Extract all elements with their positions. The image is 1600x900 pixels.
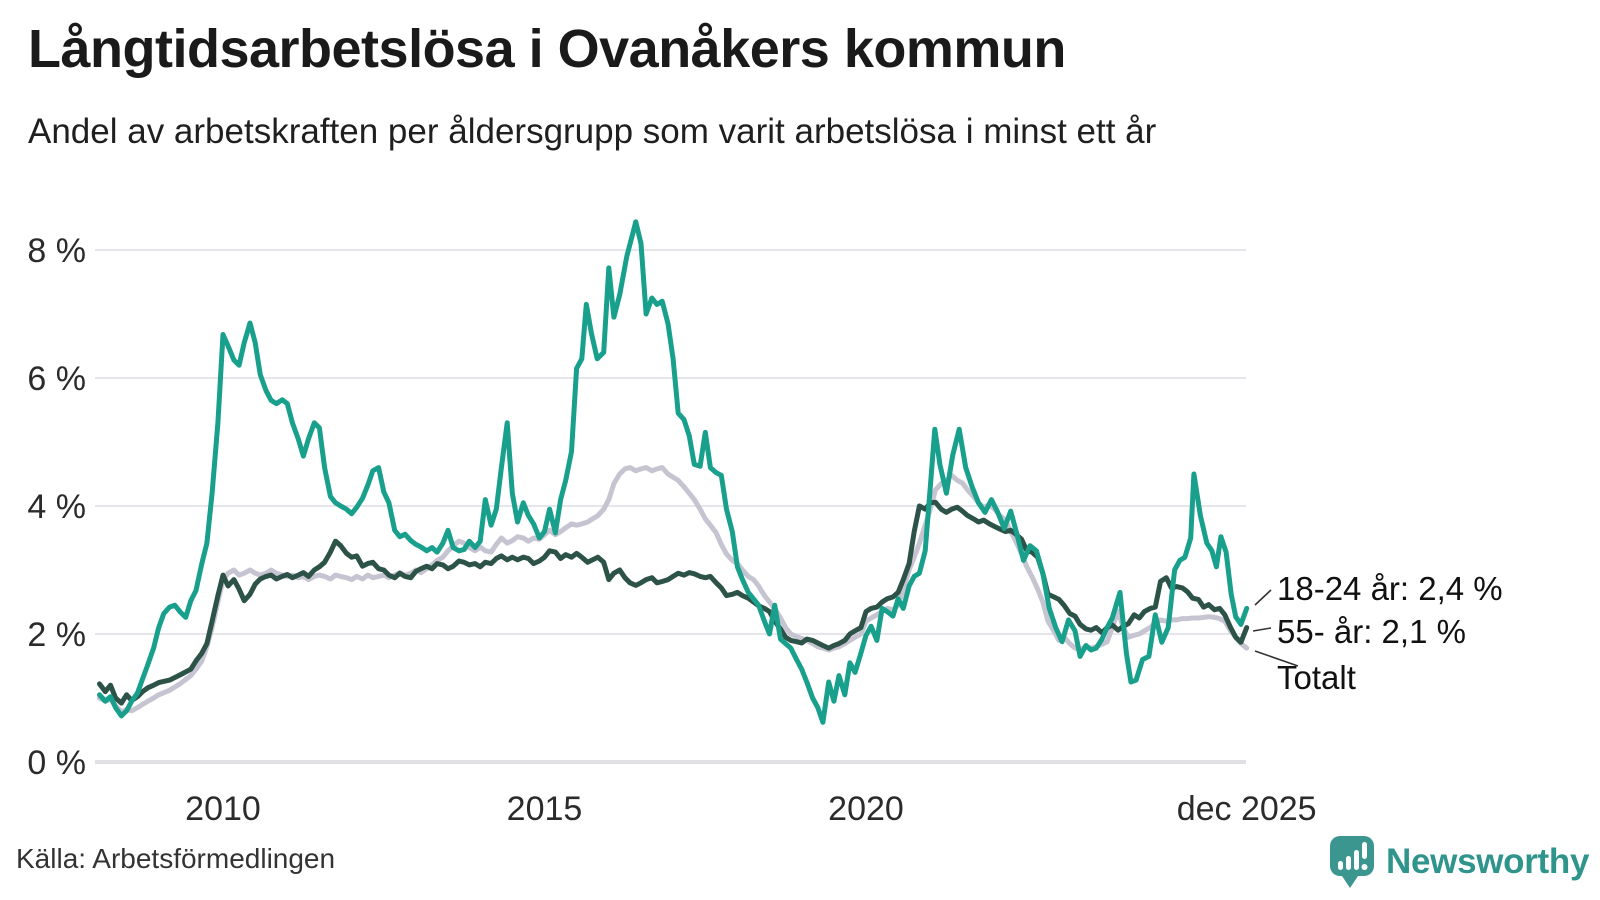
series-line-55-r: [97, 499, 1250, 706]
bar-3: [1354, 850, 1359, 870]
bar-1: [1338, 861, 1343, 870]
axis-labels: 0 % 2 % 4 % 6 % 8 % 2010 2015 2020 dec 2025: [27, 232, 1316, 828]
bar-2: [1346, 856, 1351, 870]
exclamation-dot: [1361, 864, 1368, 870]
y-tick-label: 2 %: [27, 616, 86, 654]
series-end-label-18-24: 18-24 år: 2,4 %: [1277, 570, 1503, 607]
leader-lines: [1252, 589, 1299, 667]
leader-line-totalt: [1254, 650, 1299, 667]
y-tick-label: 8 %: [27, 232, 86, 270]
series-lines: [97, 219, 1250, 725]
x-tick-label: 2015: [507, 790, 583, 828]
series-line-18-24-r: [97, 219, 1250, 725]
leader-line-18-24: [1254, 589, 1272, 606]
y-tick-label: 0 %: [27, 744, 86, 782]
newsworthy-wordmark: Newsworthy: [1386, 842, 1590, 881]
gridlines: [95, 249, 1246, 764]
y-tick-label: 4 %: [27, 488, 86, 526]
chart-subtitle: Andel av arbetskraften per åldersgrupp s…: [28, 112, 1157, 151]
newsworthy-brand: Newsworthy: [1328, 834, 1589, 890]
series-line-totalt: [97, 465, 1250, 715]
leader-line-55: [1252, 627, 1272, 632]
speech-bubble-shape: [1330, 836, 1374, 888]
x-tick-label: dec 2025: [1177, 790, 1317, 828]
x-tick-label: 2010: [185, 790, 261, 828]
series-end-label-totalt: Totalt: [1277, 659, 1356, 696]
exclamation-bar: [1362, 842, 1367, 859]
source-note: Källa: Arbetsförmedlingen: [16, 843, 336, 874]
newsworthy-logo-icon: [1330, 836, 1374, 888]
page-title: Långtidsarbetslösa i Ovanåkers kommun: [28, 19, 1066, 79]
series-end-label-55: 55- år: 2,1 %: [1277, 613, 1466, 650]
y-tick-label: 6 %: [27, 360, 86, 398]
x-tick-label: 2020: [828, 790, 904, 828]
